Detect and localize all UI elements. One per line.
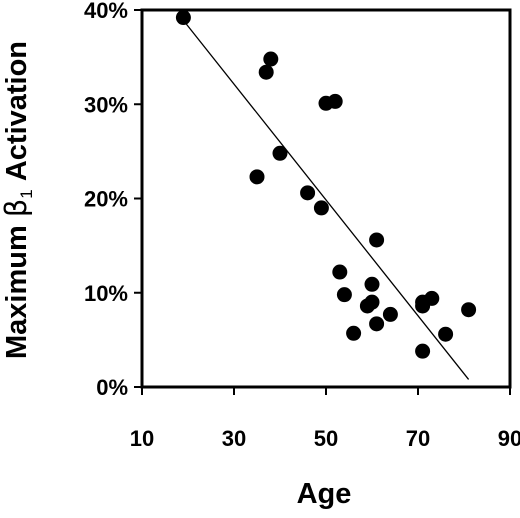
data-point [272, 145, 288, 161]
data-point [438, 326, 454, 342]
data-point [424, 290, 440, 306]
data-point [461, 302, 477, 318]
data-point [327, 93, 343, 109]
y-axis-title-suffix: Activation [1, 41, 33, 189]
data-point [382, 306, 398, 322]
x-axis-title: Age [297, 478, 352, 510]
data-point [369, 232, 385, 248]
y-tick-label: 40% [84, 0, 128, 23]
x-tick-label: 30 [222, 426, 246, 451]
y-tick-label: 10% [84, 281, 128, 306]
y-axis-title-subscript: 1 [17, 189, 36, 198]
x-tick-label: 50 [314, 426, 338, 451]
data-point [415, 343, 431, 359]
data-point [336, 287, 352, 303]
data-point [369, 316, 385, 332]
trend-layer [182, 19, 470, 380]
data-point [249, 169, 265, 185]
data-point [346, 325, 362, 341]
data-point [300, 185, 316, 201]
y-ticks: 0% 10% 20% 30% 40% [84, 0, 142, 400]
x-tick-label: 70 [406, 426, 430, 451]
y-axis-title: Maximum β1 Activation [0, 41, 36, 359]
y-tick-label: 0% [96, 375, 128, 400]
y-tick-label: 30% [84, 92, 128, 117]
x-tick-label: 10 [130, 426, 154, 451]
x-tick-label: 90 [498, 426, 520, 451]
data-point [175, 10, 191, 26]
data-point [258, 64, 274, 80]
y-axis-title-prefix: Maximum [1, 217, 33, 359]
data-point [364, 276, 380, 292]
x-ticks: 10 30 50 70 90 [130, 387, 520, 451]
data-point [313, 200, 329, 216]
data-point [332, 264, 348, 280]
data-point [364, 294, 380, 310]
trend-line [182, 19, 470, 380]
plot-frame [140, 8, 512, 389]
points-layer [175, 10, 477, 359]
y-tick-label: 20% [84, 187, 128, 212]
y-axis-title-symbol: β [0, 199, 33, 218]
data-point [263, 51, 279, 67]
